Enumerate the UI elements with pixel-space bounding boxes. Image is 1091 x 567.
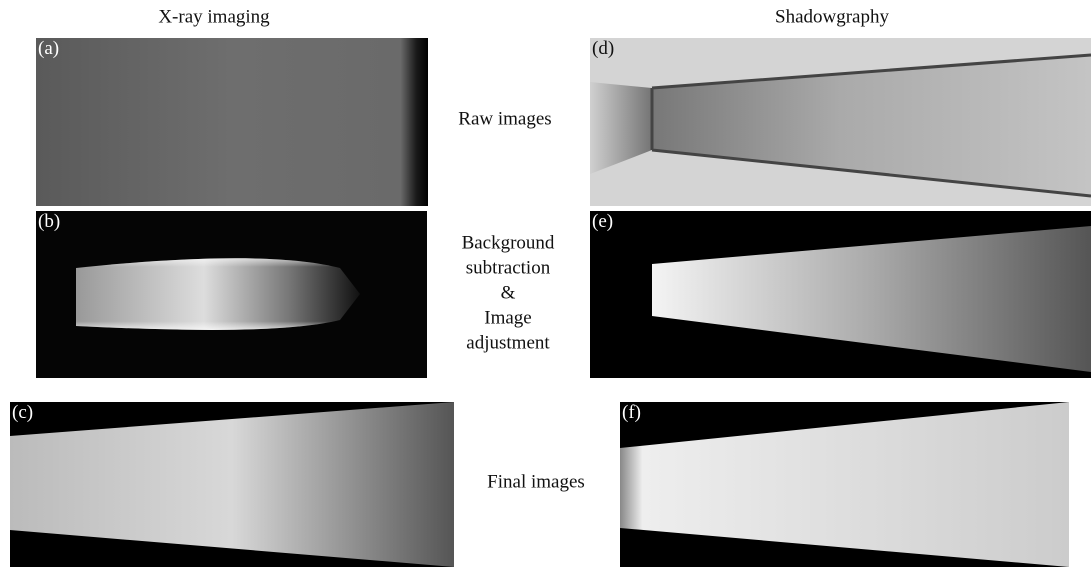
column-title: X-ray imaging bbox=[158, 6, 270, 27]
panel-label: (e) bbox=[592, 211, 613, 232]
row-label: subtraction bbox=[466, 257, 551, 278]
row-label: Background bbox=[462, 232, 555, 253]
row-label: Raw images bbox=[458, 108, 551, 129]
spray-shape bbox=[10, 402, 454, 567]
panel-label: (a) bbox=[38, 38, 59, 59]
wall bbox=[590, 38, 1091, 88]
row-label: Image bbox=[484, 307, 531, 328]
row-label: & bbox=[501, 282, 516, 303]
panel-label: (b) bbox=[38, 211, 60, 232]
panel-label: (c) bbox=[12, 402, 33, 423]
wall bbox=[590, 150, 1091, 206]
spray-edge bbox=[76, 258, 360, 330]
wall-edge bbox=[650, 53, 1091, 198]
column-title: Shadowgraphy bbox=[775, 6, 889, 27]
spray-shape bbox=[652, 226, 1091, 372]
row-label: Final images bbox=[487, 471, 585, 492]
image-panel bbox=[36, 38, 428, 206]
row-label: adjustment bbox=[466, 332, 550, 353]
panel-label: (f) bbox=[622, 402, 641, 423]
panel-label: (d) bbox=[592, 38, 614, 59]
spray-shape bbox=[620, 402, 1069, 567]
